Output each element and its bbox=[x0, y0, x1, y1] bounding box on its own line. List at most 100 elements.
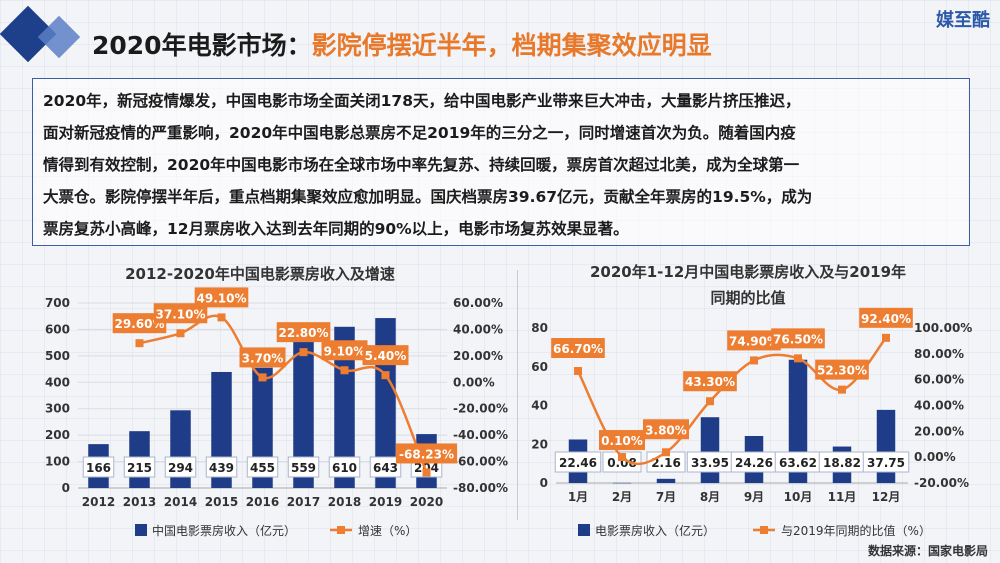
bar-value-box bbox=[554, 451, 602, 473]
y-right-tick-label: 40.00% bbox=[453, 322, 503, 336]
line-value-box bbox=[643, 419, 689, 440]
line-point bbox=[662, 448, 670, 457]
line-point bbox=[176, 329, 185, 338]
bar-value-box bbox=[246, 456, 279, 478]
x-tick-label: 7月 bbox=[656, 490, 676, 504]
y-left-tick-label: 40 bbox=[531, 399, 548, 413]
line-point bbox=[618, 453, 626, 462]
y-right-tick-label: -80.00% bbox=[453, 481, 508, 495]
bar-value-label: 439 bbox=[209, 461, 234, 475]
x-tick-label: 11月 bbox=[828, 490, 857, 504]
bar-value-label: 33.95 bbox=[691, 456, 729, 470]
bar bbox=[293, 340, 314, 488]
summary-line: 票房复苏小高峰，12月票房收入达到去年同期的90%以上，电影市场复苏效果显著。 bbox=[43, 220, 629, 238]
bar-value-label: 559 bbox=[291, 461, 316, 475]
y-left-tick-label: 100 bbox=[45, 455, 70, 469]
summary-line: 大票仓。影院停摆半年后，重点档期集聚效应愈加明显。国庆档票房39.67亿元，贡献… bbox=[43, 188, 813, 206]
chart-divider bbox=[517, 270, 518, 520]
bar-value-box bbox=[328, 456, 361, 478]
y-right-tick-label: 100.00% bbox=[914, 321, 972, 335]
legend-swatch-marker bbox=[337, 526, 345, 534]
bar bbox=[612, 482, 632, 484]
x-tick-label: 9月 bbox=[744, 490, 764, 504]
line-value-label: 37.10% bbox=[156, 307, 206, 321]
line-point bbox=[217, 313, 226, 322]
x-tick-label: 2018 bbox=[328, 495, 361, 509]
data-source: 数据来源：国家电影局 bbox=[867, 544, 988, 558]
chart-annual-box-office: 2012-2020年中国电影票房收入及增速 0 100 200 300 400 500 600… bbox=[45, 265, 508, 538]
line-value-box bbox=[815, 359, 869, 380]
line-point bbox=[135, 339, 144, 348]
line-point bbox=[258, 373, 267, 382]
x-tick-label: 1月 bbox=[568, 490, 588, 504]
line-value-box bbox=[683, 371, 737, 392]
x-tick-label: 2月 bbox=[612, 490, 632, 504]
bar-value-label: 294 bbox=[168, 461, 193, 475]
line-value-box bbox=[727, 330, 781, 351]
line-value-box bbox=[321, 340, 368, 361]
bar-value-box bbox=[123, 456, 156, 478]
bar-value-label: 455 bbox=[250, 461, 275, 475]
legend-label: 中国电影票房收入（亿元） bbox=[152, 523, 296, 538]
y-right-tick-label: 20.00% bbox=[914, 424, 964, 438]
line-point bbox=[381, 371, 390, 380]
y-left-tick-label: 400 bbox=[45, 375, 70, 389]
bar-value-box bbox=[164, 456, 197, 478]
y-left-tick-label: 80 bbox=[531, 321, 548, 335]
y-left-tick-label: 20 bbox=[531, 437, 548, 451]
x-tick-label: 2014 bbox=[164, 495, 197, 509]
line-value-box bbox=[239, 347, 286, 368]
legend-swatch-bar bbox=[578, 524, 590, 536]
x-tick-label: 2017 bbox=[287, 495, 320, 509]
line-value-box bbox=[771, 328, 825, 349]
bar-value-box bbox=[287, 456, 320, 478]
line-point bbox=[574, 367, 582, 376]
bar-value-box bbox=[369, 456, 402, 478]
y-right-tick-label: 20.00% bbox=[453, 349, 503, 363]
bar-value-label: 63.62 bbox=[779, 456, 817, 470]
bar-value-label: 24.26 bbox=[735, 456, 773, 470]
line-value-box bbox=[112, 313, 167, 334]
x-tick-label: 12月 bbox=[872, 490, 901, 504]
line-value-label: 9.10% bbox=[324, 344, 366, 358]
bar-value-label: 610 bbox=[332, 461, 357, 475]
summary-line: 面对新冠疫情的严重影响，2020年中国电影总票房不足2019年的三分之一，同时增… bbox=[43, 124, 796, 142]
legend-label: 与2019年同期的比值（%） bbox=[781, 523, 931, 538]
y-right-tick-label: -20.00% bbox=[453, 402, 508, 416]
line-value-box bbox=[276, 322, 331, 343]
line-value-box bbox=[599, 430, 645, 451]
line-value-label: 52.30% bbox=[817, 364, 867, 378]
line-value-label: 74.90% bbox=[729, 334, 779, 348]
line-point bbox=[882, 333, 890, 342]
y-left-tick-label: 300 bbox=[45, 402, 70, 416]
y-right-tick-label: -40.00% bbox=[453, 428, 508, 442]
summary-box: 2020年，新冠疫情爆发，中国电影市场全面关闭178天，给中国电影产业带来巨大冲… bbox=[32, 78, 970, 246]
bar-value-label: 166 bbox=[86, 461, 111, 475]
y-left-tick-label: 600 bbox=[45, 322, 70, 336]
x-tick-label: 2015 bbox=[205, 495, 238, 509]
line-value-label: 43.30% bbox=[685, 375, 735, 389]
line-point bbox=[794, 354, 802, 363]
y-right-tick-label: 0.00% bbox=[914, 450, 956, 464]
line-value-label: 66.70% bbox=[553, 342, 603, 356]
page-title-highlight: 影院停摆近半年，档期集聚效应明显 bbox=[311, 31, 712, 60]
bar-value-box bbox=[82, 456, 115, 478]
brand-logo: 媒至酷 bbox=[936, 10, 990, 31]
y-right-tick-label: 0.00% bbox=[453, 375, 495, 389]
line-value-label: 5.40% bbox=[365, 349, 407, 363]
x-tick-label: 2019 bbox=[369, 495, 402, 509]
line-point bbox=[750, 356, 758, 365]
bar-value-box bbox=[862, 451, 910, 473]
bar-value-label: 0.08 bbox=[607, 456, 637, 470]
bar-value-label: 22.46 bbox=[559, 456, 597, 470]
y-right-tick-label: 40.00% bbox=[914, 399, 964, 413]
bar-value-label: 2.16 bbox=[651, 456, 681, 470]
x-tick-label: 2012 bbox=[82, 495, 115, 509]
line-value-box bbox=[153, 303, 208, 324]
y-left-tick-label: 500 bbox=[45, 349, 70, 363]
line-value-box bbox=[362, 345, 409, 366]
page-title: 2020年电影市场：影院停摆近半年，档期集聚效应明显 bbox=[92, 26, 712, 62]
line-point bbox=[422, 468, 431, 477]
y-left-tick-label: 0 bbox=[62, 481, 70, 495]
